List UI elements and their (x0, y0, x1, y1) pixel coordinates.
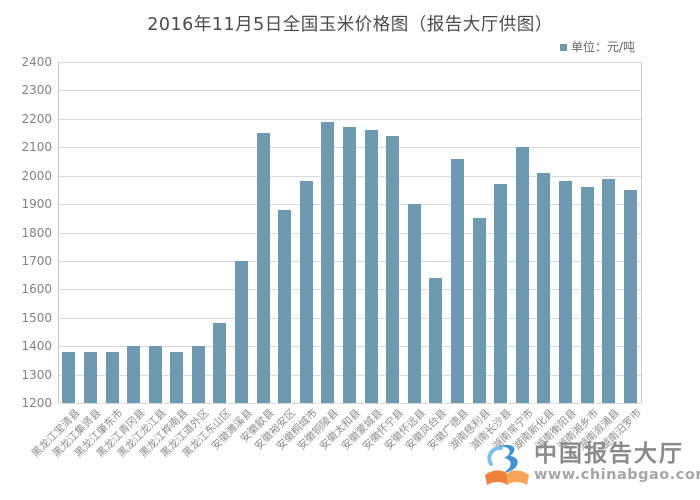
bar (256, 133, 270, 403)
bar (429, 278, 443, 403)
bar (148, 346, 162, 403)
y-axis-tick-label: 1600 (21, 282, 52, 297)
watermark-text: 中国报告大厅 www.chinabgao.com (534, 441, 700, 483)
gridline (58, 403, 641, 404)
y-axis-tick-label: 2000 (21, 168, 52, 183)
y-axis-tick-label: 1200 (21, 396, 52, 410)
bar (494, 184, 508, 403)
bar (105, 351, 119, 404)
bar (623, 189, 637, 403)
y-axis-tick-label: 2400 (21, 55, 52, 69)
plot-right-border (641, 62, 642, 403)
legend-label: 单位：元/吨 (571, 40, 636, 54)
gridline (58, 62, 641, 63)
y-axis-line (58, 62, 59, 403)
bar (558, 181, 572, 403)
bar (278, 209, 292, 403)
chinabgao-logo-icon (485, 444, 529, 485)
y-axis-tick-label: 2200 (21, 111, 52, 126)
bar (299, 181, 313, 403)
bar (515, 147, 529, 404)
y-axis-tick-label: 2300 (21, 83, 52, 98)
bar (407, 204, 421, 403)
bar (472, 218, 486, 403)
bar (62, 351, 76, 404)
bar (321, 121, 335, 403)
watermark: 中国报告大厅 www.chinabgao.com (484, 441, 700, 487)
gridline (58, 118, 641, 120)
bar (191, 346, 205, 403)
y-axis-tick-label: 1900 (21, 197, 52, 212)
y-axis-tick-label: 2100 (21, 140, 52, 155)
watermark-site-name: 中国报告大厅 (534, 441, 684, 467)
y-axis-tick-label: 1300 (21, 367, 52, 382)
y-axis-tick-label: 1400 (21, 339, 52, 354)
legend-marker-icon (560, 43, 567, 51)
gridline (58, 90, 641, 92)
bar (170, 351, 184, 404)
watermark-site-url: www.chinabgao.com (534, 467, 700, 483)
bar (386, 135, 400, 403)
y-axis-tick-label: 1800 (21, 225, 52, 240)
bar (235, 260, 248, 403)
bar (343, 127, 356, 403)
y-axis-tick-label: 1500 (21, 310, 52, 325)
bar (451, 158, 464, 403)
bar (127, 346, 141, 403)
bar (83, 351, 97, 404)
y-axis-tick-label: 1700 (21, 253, 52, 268)
bar (602, 178, 616, 403)
bar (364, 130, 378, 403)
bar (537, 172, 551, 403)
page-title: 2016年11月5日全国玉米价格图（报告大厅供图） (147, 15, 553, 35)
bar (213, 323, 227, 403)
bar (580, 187, 594, 403)
legend: 单位：元/吨 (560, 38, 635, 55)
